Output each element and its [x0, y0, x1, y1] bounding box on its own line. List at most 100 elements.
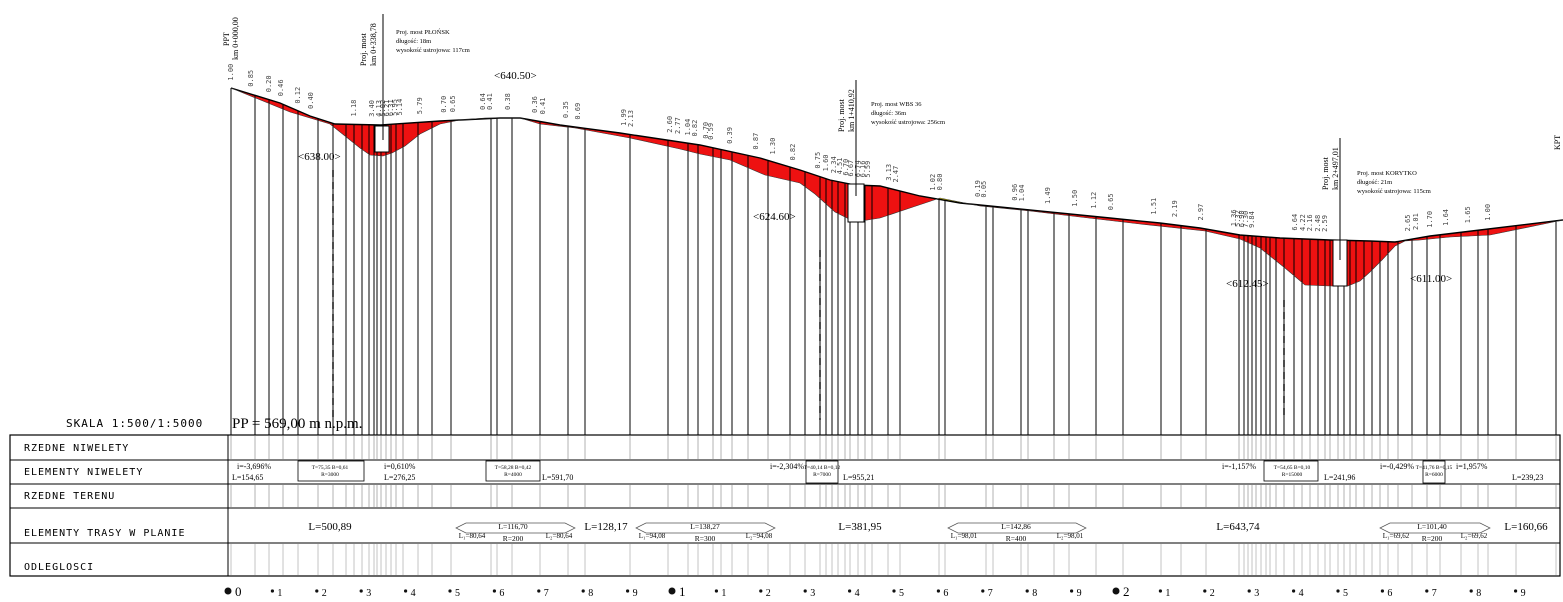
- vertical-curve-params: T=40,14 B=0,12: [804, 465, 841, 471]
- vertical-curve-box: [1422, 460, 1446, 484]
- station-lines: [230, 88, 1557, 435]
- grade-slope: i=1,957%: [1456, 462, 1488, 471]
- plan-curve-length: L=116,70: [498, 522, 527, 531]
- grade-slope: i=-3,696%: [237, 462, 271, 471]
- hectometre-marker: [537, 589, 541, 593]
- km-tick-label: 0: [235, 584, 242, 599]
- depth-label: 2.34: [830, 156, 838, 173]
- hectometre-marker: [315, 589, 319, 593]
- depth-label: 0.12: [294, 87, 302, 104]
- hectometre-marker: [1158, 589, 1162, 593]
- depth-label: 6.64: [1291, 214, 1299, 231]
- plan-curve-radius: R=400: [1006, 534, 1027, 543]
- depth-label: 0.20: [265, 75, 273, 92]
- depth-label: 2.16: [1306, 214, 1314, 231]
- depth-label: 6.70: [842, 159, 850, 176]
- hectometre-marker: [448, 589, 452, 593]
- km-tick-label: 5: [1343, 588, 1348, 599]
- vertical-curve-params: T=54,65 B=0,10: [1274, 465, 1311, 471]
- km-major-marker: [224, 587, 232, 595]
- profile-labels: PPT km 0+000,00 KPT <638.00> <640.50> <624.60…: [222, 17, 1562, 290]
- depth-label: 0.65: [1107, 193, 1115, 210]
- bridge-title: Proj. most PŁOŃSK: [396, 28, 450, 36]
- depth-label: 1.99: [620, 109, 628, 126]
- km-tick-label: 8: [1032, 588, 1037, 599]
- depth-label: 1.70: [1426, 211, 1434, 228]
- depth-label: 1.49: [1044, 187, 1052, 204]
- plan-straight-length: L=381,95: [838, 521, 882, 533]
- datum-label: PP = 569,00 m n.p.m.: [232, 416, 363, 432]
- bridge-title: Proj. most WBS 36: [871, 101, 922, 108]
- km-tick-label: 9: [1521, 588, 1526, 599]
- hectometre-marker: [892, 589, 896, 593]
- depth-label: 3.13: [885, 164, 893, 181]
- extreme-elevation-label: <612.45>: [1226, 278, 1269, 290]
- hectometre-marker: [626, 589, 630, 593]
- km-tick-label: 6: [499, 588, 504, 599]
- km-tick-label: 4: [855, 588, 860, 599]
- km-tick-label: 5: [899, 588, 904, 599]
- vertical-curve-radius: R=15000: [1282, 472, 1303, 478]
- plan-transition-1: L₁=69,62: [1383, 532, 1410, 540]
- depth-label: 0.69: [574, 103, 582, 120]
- depth-label: 7.30: [1242, 211, 1250, 228]
- depth-label: 0.96: [1011, 184, 1019, 201]
- km-tick-label: 2: [322, 588, 327, 599]
- vertical-curve-radius: R=7000: [813, 472, 831, 478]
- km-tick-label: 2: [1210, 588, 1215, 599]
- vertical-curve-box: [297, 460, 365, 482]
- bridge-km-label: km 0+338,78: [369, 23, 378, 66]
- depth-label: 0.82: [789, 144, 797, 161]
- hectometre-marker: [1025, 589, 1029, 593]
- depth-label: 1.36: [1230, 209, 1238, 226]
- hectometre-marker: [1380, 589, 1384, 593]
- hectometre-marker: [1247, 589, 1251, 593]
- plan-transition-2: L₂=94,08: [746, 532, 773, 540]
- plan-transition-2: L₂=69,62: [1461, 532, 1488, 540]
- bridge-axis-label: Proj. most: [837, 98, 846, 132]
- depth-label: 9.84: [1248, 211, 1256, 228]
- km-tick-label: 8: [588, 588, 593, 599]
- km-tick-label: 7: [1432, 588, 1437, 599]
- bridge-km-label: km 1+410,92: [847, 89, 856, 132]
- bridge-height: wysokość ustrojowa: 117cm: [396, 47, 470, 54]
- hectometre-marker: [848, 589, 852, 593]
- row-label-distances: ODLEGLOSCI: [24, 562, 95, 573]
- hectometre-marker: [1070, 589, 1074, 593]
- km-tick-label: 9: [633, 588, 638, 599]
- depth-label: 0.39: [726, 127, 734, 144]
- km-tick-label: 6: [1387, 588, 1392, 599]
- vertical-curve-box: [1263, 460, 1319, 482]
- depth-label: 1.04: [1018, 185, 1026, 202]
- depth-label: 1.64: [1442, 209, 1450, 226]
- grade-slope: i=0,610%: [384, 462, 416, 471]
- plan-curve-outline: [1379, 522, 1491, 534]
- depth-label: 2.65: [1404, 215, 1412, 232]
- km-tick-label: 3: [1254, 588, 1259, 599]
- depth-label: 3.40: [368, 100, 376, 117]
- plan-curve-outline: [947, 522, 1087, 534]
- depth-label: 2.60: [666, 116, 674, 133]
- depth-label: 2.01: [1412, 213, 1420, 230]
- km-major-marker: [668, 587, 676, 595]
- depth-label: 1.00: [227, 64, 235, 81]
- cut-area-0: [235, 89, 457, 156]
- hectometre-marker: [1469, 589, 1473, 593]
- hectometre-marker: [1203, 589, 1207, 593]
- depth-label: 1.50: [1071, 190, 1079, 207]
- bridge-length: długość: 18m: [396, 38, 431, 45]
- km-tick-label: 3: [810, 588, 815, 599]
- grade-line: [230, 87, 1563, 243]
- plan-curve-outline: [635, 522, 776, 534]
- depth-label: 1.04: [684, 119, 692, 136]
- bridge-structures: Proj. most km 0+338,78 Proj. most PŁOŃSK dł…: [359, 14, 1431, 287]
- plan-curve-radius: R=200: [503, 534, 524, 543]
- depth-label: 4.22: [1299, 214, 1307, 231]
- km-tick-label: 1: [721, 588, 726, 599]
- depth-label: 1.60: [822, 154, 830, 171]
- vertical-curve-params: T=41,76 B=0,15: [1416, 465, 1453, 471]
- km-tick-label: 2: [1123, 584, 1130, 599]
- depth-label: 0.70: [702, 122, 710, 139]
- depth-label: 0.59: [707, 123, 715, 140]
